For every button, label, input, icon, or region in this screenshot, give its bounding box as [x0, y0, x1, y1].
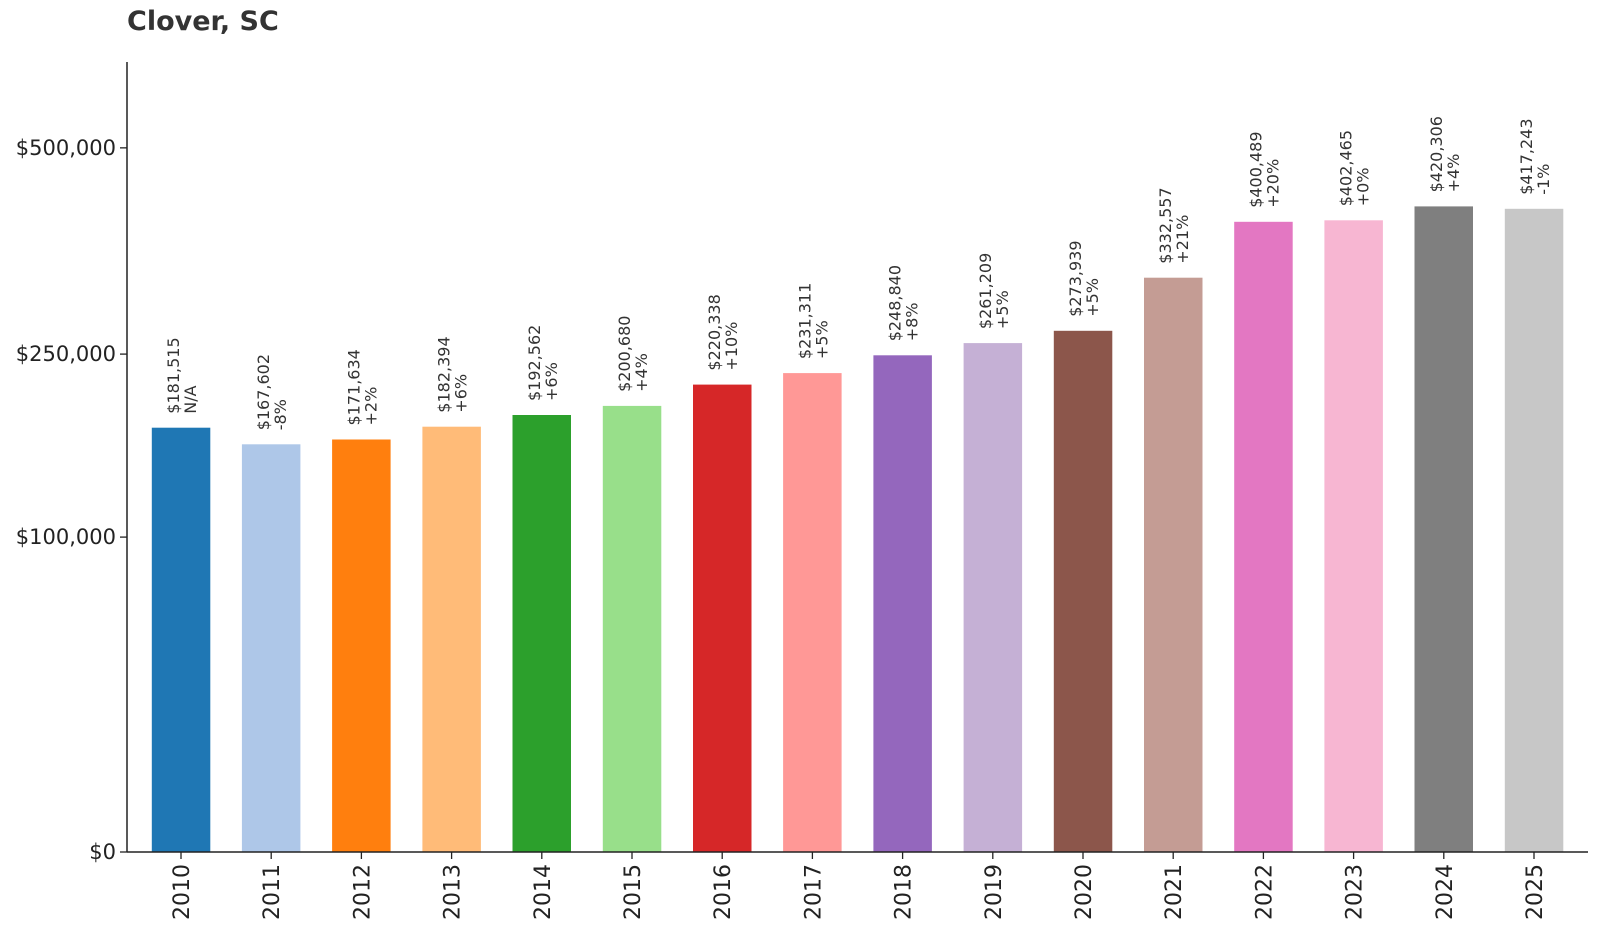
bar-2018 — [873, 355, 932, 852]
x-tick-label-2019: 2019 — [982, 864, 1007, 920]
bar-value-label-2025: $417,243 — [1517, 118, 1536, 194]
x-tick-label-2010: 2010 — [170, 864, 195, 920]
bar-value-label-2022: $400,489 — [1246, 131, 1265, 207]
y-tick-label-2: $250,000 — [16, 342, 116, 366]
bar-change-label-2020: +5% — [1083, 278, 1102, 317]
bar-2022 — [1234, 221, 1293, 853]
bar-value-label-2012: $171,634 — [344, 349, 363, 425]
bar-2013 — [422, 426, 481, 852]
bar-value-label-2011: $167,602 — [254, 354, 273, 430]
bar-value-label-2024: $420,306 — [1427, 116, 1446, 192]
bar-value-label-2014: $192,562 — [525, 325, 544, 401]
chart-title: Clover, SC — [127, 6, 279, 37]
bar-change-label-2021: +21% — [1173, 215, 1192, 264]
bar-2021 — [1144, 277, 1203, 852]
x-tick-label-2024: 2024 — [1433, 864, 1458, 920]
bar-change-label-2017: +5% — [812, 320, 831, 359]
bar-2025 — [1504, 208, 1564, 853]
x-tick-label-2015: 2015 — [621, 864, 646, 920]
bar-change-label-2023: +0% — [1354, 168, 1373, 207]
bar-2016 — [693, 384, 752, 852]
bar-2014 — [512, 415, 571, 852]
bar-2020 — [1053, 330, 1113, 852]
y-axis: $0 $100,000 $250,000 $500,000 — [16, 62, 128, 864]
bar-value-label-2015: $200,680 — [615, 316, 634, 392]
bar-change-label-2012: +2% — [361, 387, 380, 426]
x-tick-label-2017: 2017 — [801, 864, 826, 920]
bar-change-label-2016: +10% — [722, 322, 741, 371]
bar-2023 — [1324, 220, 1383, 853]
bar-2012 — [332, 439, 391, 852]
x-tick-label-2020: 2020 — [1072, 864, 1097, 920]
bar-value-label-2020: $273,939 — [1066, 240, 1085, 316]
bar-change-label-2011: -8% — [271, 399, 290, 430]
bars-layer — [151, 206, 1564, 853]
x-tick-label-2016: 2016 — [711, 864, 736, 920]
bar-change-label-2022: +20% — [1263, 159, 1282, 208]
x-tick-label-2022: 2022 — [1252, 864, 1277, 920]
bar-value-label-2018: $248,840 — [886, 265, 905, 341]
bar-value-label-2016: $220,338 — [705, 294, 724, 370]
x-tick-label-2013: 2013 — [441, 864, 466, 920]
bar-2024 — [1414, 206, 1473, 852]
bar-value-label-2021: $332,557 — [1156, 187, 1175, 263]
y-tick-label-0: $0 — [89, 840, 116, 864]
bar-change-label-2018: +8% — [903, 303, 922, 342]
bar-2011 — [241, 444, 301, 852]
bar-value-label-2023: $402,465 — [1337, 130, 1356, 206]
bar-2010 — [151, 427, 211, 852]
bar-value-label-2013: $182,394 — [435, 336, 454, 412]
bar-change-label-2013: +6% — [452, 374, 471, 413]
x-tick-label-2018: 2018 — [892, 864, 917, 920]
bar-value-label-2017: $231,311 — [795, 283, 814, 359]
x-axis: 2010 2011 2012 2013 2014 2015 2016 2017 2018 2019… — [127, 851, 1588, 920]
y-tick-label-3: $500,000 — [16, 136, 116, 160]
bar-2019 — [963, 343, 1023, 852]
bar-change-label-2014: +6% — [542, 362, 561, 401]
x-tick-label-2025: 2025 — [1523, 864, 1548, 920]
bar-change-label-2024: +4% — [1444, 154, 1463, 193]
bar-change-label-2025: -1% — [1534, 164, 1553, 195]
x-tick-label-2023: 2023 — [1343, 864, 1368, 920]
x-tick-label-2021: 2021 — [1162, 864, 1187, 920]
y-tick-label-1: $100,000 — [16, 525, 116, 549]
x-tick-label-2012: 2012 — [350, 864, 375, 920]
x-tick-label-2014: 2014 — [531, 864, 556, 920]
bar-2017 — [783, 373, 842, 852]
bar-2015 — [602, 405, 662, 852]
bar-change-label-2010: N/A — [181, 385, 200, 413]
bar-value-label-2019: $261,209 — [976, 253, 995, 329]
x-tick-label-2011: 2011 — [260, 864, 285, 920]
bar-value-label-2010: $181,515 — [164, 337, 183, 413]
bar-change-label-2015: +4% — [632, 353, 651, 392]
bar-change-label-2019: +5% — [993, 290, 1012, 329]
